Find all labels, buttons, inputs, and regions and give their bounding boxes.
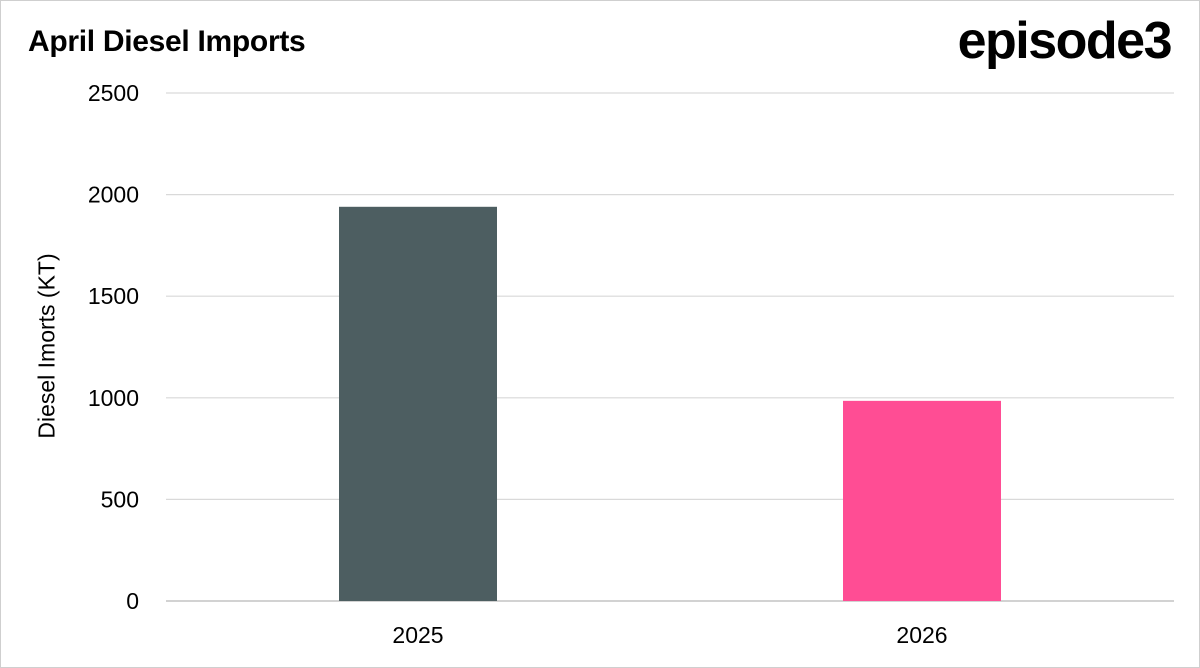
x-tick-label: 2025 xyxy=(392,622,443,648)
y-tick-label: 2500 xyxy=(88,80,139,106)
bars xyxy=(339,206,1001,602)
x-tick-label: 2026 xyxy=(896,622,947,648)
bar-2025 xyxy=(339,206,497,602)
y-tick-label: 2000 xyxy=(88,182,139,208)
y-tick-label: 500 xyxy=(101,486,139,512)
x-tick-labels: 2025 2026 xyxy=(392,622,947,648)
gridlines xyxy=(166,92,1174,602)
y-tick-labels: 0 500 1000 1500 2000 2500 xyxy=(88,80,139,614)
chart-title: April Diesel Imports xyxy=(28,25,306,58)
brand-logo: episode3 xyxy=(957,12,1173,70)
bar-2026 xyxy=(843,400,1001,601)
y-tick-label: 0 xyxy=(126,588,139,614)
y-tick-label: 1000 xyxy=(88,385,139,411)
y-tick-label: 1500 xyxy=(88,283,139,309)
